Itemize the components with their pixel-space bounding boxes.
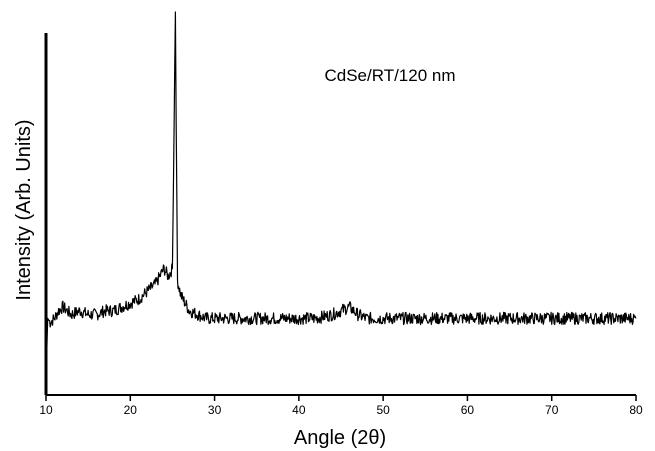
x-tick-label: 70	[545, 403, 559, 417]
x-tick-label: 10	[39, 403, 53, 417]
x-tick-label: 60	[461, 403, 475, 417]
x-tick-label: 20	[124, 403, 138, 417]
x-tick-label: 30	[208, 403, 222, 417]
y-axis-title: Intensity (Arb. Units)	[13, 119, 35, 300]
x-axis-title: Angle (2θ)	[294, 427, 386, 449]
x-axis: 10 20 30 40 50 60 70 80	[39, 394, 643, 417]
diffraction-pattern-line	[45, 11, 637, 384]
x-ticks: 10 20 30 40 50 60 70 80	[39, 395, 643, 417]
x-tick-label: 40	[292, 403, 306, 417]
x-tick-label: 80	[629, 403, 643, 417]
x-tick-label: 50	[376, 403, 390, 417]
sample-annotation: CdSe/RT/120 nm	[324, 66, 455, 85]
